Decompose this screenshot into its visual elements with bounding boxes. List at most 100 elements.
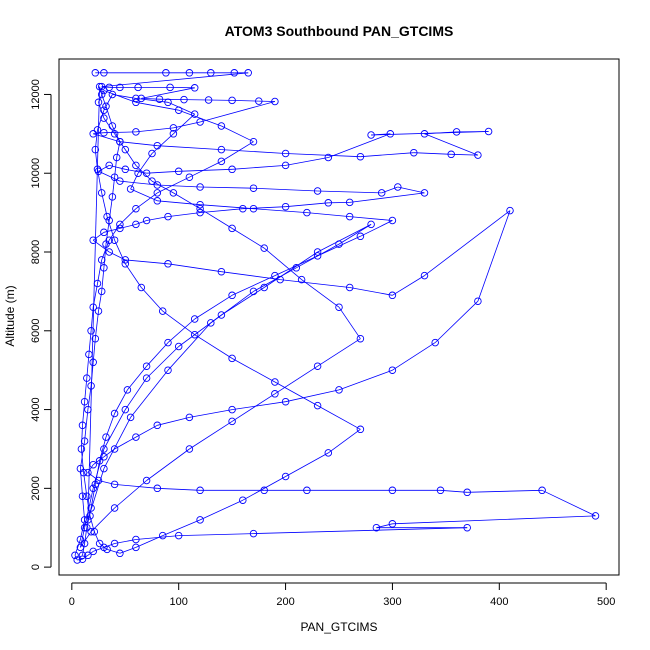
series-line-segment (103, 417, 131, 469)
data-point (108, 122, 117, 130)
y-tick-label: 4000 (30, 397, 42, 421)
data-point (77, 445, 86, 453)
data-point (132, 543, 140, 552)
data-point (255, 97, 263, 105)
data-point (100, 114, 108, 122)
data-point (84, 516, 92, 524)
series-line-segment (137, 153, 153, 174)
series-line-segment (232, 165, 286, 170)
series-line-segment (317, 190, 382, 194)
data-point (281, 397, 290, 406)
series-line-segment (74, 539, 81, 556)
data-point (313, 362, 322, 370)
data-point (345, 198, 354, 207)
data-point (110, 445, 119, 453)
series-line-segment (349, 287, 393, 296)
series-line-segment (392, 275, 425, 296)
data-point (93, 279, 102, 288)
series-line-segment (124, 263, 142, 288)
data-point (87, 527, 95, 536)
series-line-segment (127, 365, 147, 391)
data-point (388, 366, 397, 374)
data-point (239, 204, 247, 213)
data-point (249, 529, 258, 538)
plot-frame (58, 58, 620, 576)
series-line-segment (317, 405, 361, 430)
series-line-segment (93, 531, 100, 544)
series-line-segment (173, 113, 195, 135)
data-point (132, 204, 140, 213)
series-line-segment (173, 121, 201, 129)
series-line-segment (86, 354, 90, 379)
data-point (116, 83, 124, 92)
series-line-segment (541, 489, 596, 517)
series-line-segment (199, 208, 233, 229)
series-line-segment (371, 131, 489, 136)
series-line-segment (253, 208, 307, 213)
series-line-segment (317, 338, 361, 367)
y-tick-label: 8000 (30, 240, 42, 264)
data-point (249, 204, 258, 213)
x-tick-label: 0 (69, 596, 75, 608)
data-point (142, 362, 151, 370)
data-point (89, 460, 97, 469)
data-point (116, 549, 124, 558)
data-point (89, 547, 97, 556)
data-point (102, 102, 110, 111)
data-point (452, 128, 461, 136)
series-line-segment (221, 125, 254, 143)
data-point (89, 303, 97, 311)
data-point (132, 535, 140, 544)
series-line-segment (98, 480, 115, 485)
data-point (324, 153, 333, 162)
data-point (110, 236, 119, 244)
series-line-segment (338, 306, 361, 339)
data-point (137, 283, 146, 292)
data-point (110, 504, 119, 512)
data-point (97, 90, 106, 99)
data-point (132, 220, 140, 229)
series-line-segment (162, 310, 195, 336)
x-tick-label: 400 (490, 596, 508, 608)
data-point (313, 252, 322, 260)
series-line-segment (280, 279, 350, 288)
series-line-segment (92, 231, 105, 241)
series-line-segment (221, 141, 254, 162)
series-line-segment (231, 393, 276, 422)
series-line-segment (263, 247, 302, 280)
data-point (166, 83, 174, 92)
data-point (71, 551, 79, 560)
series-line-segment (178, 533, 254, 536)
data-point (100, 128, 108, 137)
data-point (83, 492, 91, 500)
data-point (142, 374, 151, 382)
series-line-segment (157, 184, 201, 188)
data-point (447, 150, 455, 159)
series-line-segment (90, 307, 94, 331)
x-tick-label: 500 (597, 596, 615, 608)
series-line-segment (146, 342, 169, 367)
series-line-segment (114, 240, 126, 264)
series-line-segment (103, 94, 113, 111)
data-point (134, 169, 142, 177)
data-point (271, 378, 279, 386)
data-point (97, 82, 106, 91)
series-line-segment (98, 90, 105, 103)
data-point (281, 472, 290, 481)
data-point (164, 212, 172, 221)
data-point (297, 275, 306, 284)
y-tick-label: 6000 (30, 319, 42, 343)
data-point (94, 307, 103, 315)
data-point (97, 256, 106, 264)
data-point (110, 409, 119, 418)
series-line-segment (130, 369, 169, 418)
data-point (91, 145, 100, 154)
data-point (260, 283, 268, 292)
data-point (230, 69, 239, 77)
series-line-segment (135, 192, 158, 210)
series-line-segment (77, 558, 83, 561)
data-point (137, 94, 146, 103)
data-point (87, 327, 95, 335)
series-line-segment (200, 208, 243, 213)
